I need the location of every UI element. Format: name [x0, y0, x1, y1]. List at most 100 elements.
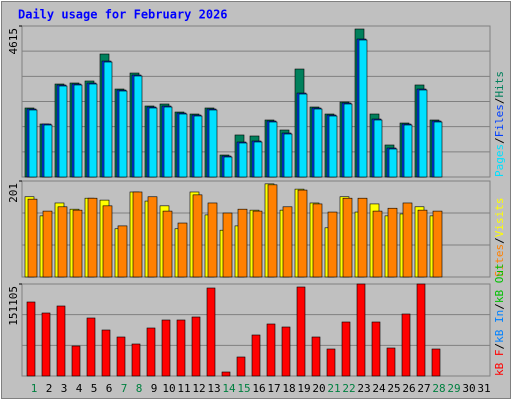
bar — [401, 313, 411, 377]
bar — [177, 222, 188, 278]
x-tick-label: 2 — [46, 382, 53, 395]
bar — [26, 301, 36, 377]
legend-separator: / — [493, 343, 506, 350]
bar — [268, 121, 278, 178]
bar — [341, 321, 351, 377]
x-tick-label: 13 — [207, 382, 220, 395]
y-tick-label: 151105 — [7, 286, 20, 326]
bar — [371, 321, 381, 377]
bar — [328, 115, 338, 178]
legend: kB F/kB In/kB Out — [493, 263, 506, 376]
legend-separator: / — [493, 98, 506, 105]
bar — [43, 124, 53, 178]
bar — [402, 202, 413, 278]
bar — [88, 83, 98, 178]
legend-separator: / — [493, 303, 506, 310]
bar — [116, 336, 126, 377]
x-tick-label: 31 — [477, 382, 490, 395]
bar — [41, 312, 51, 377]
bar — [176, 319, 186, 377]
bar — [358, 39, 368, 178]
bar — [86, 317, 96, 377]
bar — [403, 124, 413, 178]
legend-entry: Sites — [493, 244, 506, 277]
bar — [222, 212, 233, 278]
x-tick-label: 11 — [177, 382, 190, 395]
legend-entry: Pages — [493, 144, 506, 177]
x-tick-label: 28 — [432, 382, 445, 395]
bar — [311, 336, 321, 377]
x-tick-label: 10 — [162, 382, 175, 395]
x-tick-label: 29 — [447, 382, 460, 395]
bar — [56, 305, 66, 377]
legend-entry: kB F — [493, 350, 506, 377]
x-tick-label: 30 — [462, 382, 475, 395]
bar — [42, 210, 53, 278]
bar — [101, 329, 111, 377]
bar — [237, 208, 248, 278]
bar — [283, 133, 293, 178]
legend-separator: / — [493, 137, 506, 144]
legend: Pages/Files/Hits — [493, 71, 506, 177]
bar — [71, 345, 81, 377]
x-tick-label: 19 — [297, 382, 310, 395]
bar — [251, 334, 261, 377]
x-tick-label: 17 — [267, 382, 280, 395]
bar — [431, 348, 441, 377]
bar — [207, 202, 218, 278]
bar — [253, 141, 263, 178]
legend-entry: Hits — [493, 71, 506, 98]
bar — [236, 356, 246, 377]
bar — [417, 209, 428, 278]
bar — [372, 210, 383, 278]
bar — [103, 61, 113, 178]
bar — [118, 90, 128, 178]
bar — [206, 287, 216, 377]
bar — [281, 326, 291, 377]
legend-separator: / — [493, 237, 506, 244]
bar — [161, 319, 171, 377]
bar — [102, 205, 113, 278]
bar — [162, 210, 173, 278]
bar — [373, 119, 383, 178]
x-tick-label: 6 — [106, 382, 113, 395]
bar — [238, 142, 248, 178]
bar — [208, 109, 218, 178]
x-tick-label: 12 — [192, 382, 205, 395]
x-tick-label: 3 — [61, 382, 68, 395]
bar — [193, 115, 203, 178]
x-tick-label: 16 — [252, 382, 265, 395]
bar — [433, 121, 443, 178]
y-tick-label: 4615 — [7, 28, 20, 55]
x-tick-label: 26 — [402, 382, 415, 395]
legend-entry: Visits — [493, 198, 506, 238]
bar — [27, 198, 38, 278]
bar — [191, 316, 201, 377]
bar — [72, 209, 83, 278]
bar — [266, 323, 276, 377]
x-tick-label: 20 — [312, 382, 325, 395]
y-tick-label: 201 — [7, 183, 20, 203]
x-tick-label: 23 — [357, 382, 370, 395]
bar — [28, 109, 38, 178]
legend: Sites/Visits — [493, 198, 506, 278]
x-tick-label: 4 — [76, 382, 83, 395]
chart-title: Daily usage for February 2026 — [18, 8, 228, 22]
bar — [386, 347, 396, 377]
x-tick-label: 15 — [237, 382, 250, 395]
bar — [357, 197, 368, 278]
x-tick-label: 27 — [417, 382, 430, 395]
bar — [147, 196, 158, 278]
bar — [432, 210, 443, 278]
bar — [388, 148, 398, 178]
x-tick-label: 24 — [372, 382, 386, 395]
x-tick-label: 22 — [342, 382, 355, 395]
bar — [282, 206, 293, 278]
bar — [117, 225, 128, 278]
bar — [178, 113, 188, 178]
bar — [312, 203, 323, 278]
bar — [313, 108, 323, 178]
x-tick-label: 18 — [282, 382, 295, 395]
bar — [387, 207, 398, 278]
